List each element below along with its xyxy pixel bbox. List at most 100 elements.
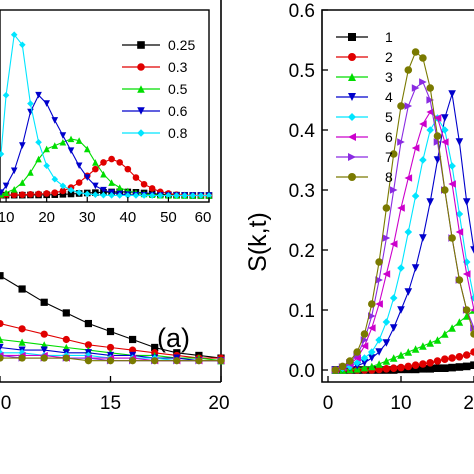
panel-b-point	[448, 234, 456, 242]
panel-b-point	[404, 228, 413, 236]
panel-b-y-tick-label: 0.0	[289, 361, 315, 382]
panel-b-point	[338, 362, 347, 371]
inset-point	[27, 169, 34, 176]
inset-point	[75, 189, 83, 196]
inset-point	[189, 192, 197, 199]
inset-point	[108, 155, 115, 163]
panel-b-point	[426, 126, 434, 134]
inset-legend-label-0.25: 0.25	[168, 37, 195, 53]
inset-x-tick-label: 30	[79, 209, 96, 226]
panel-a-point	[18, 325, 26, 333]
panel-b-legend-label-4: 4	[385, 89, 393, 105]
panel-b-point	[470, 348, 474, 356]
inset-point	[67, 190, 75, 198]
inset-legend-marker-0.25	[137, 41, 145, 49]
panel-b-point	[382, 339, 391, 347]
inset-point	[140, 180, 148, 188]
panel-b-point	[346, 357, 354, 365]
panel-a-point	[195, 357, 203, 365]
inset-point	[157, 192, 164, 199]
panel-b-point	[419, 120, 427, 128]
inset-point	[140, 192, 148, 199]
panel-b-y-tick-label: 0.6	[289, 1, 315, 22]
inset-point	[35, 190, 42, 198]
inset-point	[2, 182, 10, 190]
panel-b-point	[353, 354, 361, 362]
panel-b-point	[382, 318, 391, 326]
panel-b-legend-marker-8	[348, 173, 356, 181]
panel-b-point	[470, 330, 474, 338]
inset-point	[35, 138, 42, 146]
panel-b-legend-marker-3	[348, 73, 356, 81]
panel-b-point	[448, 363, 456, 372]
inset-point	[100, 186, 107, 194]
panel-b-legend-label-8: 8	[385, 169, 393, 185]
inset-point	[116, 159, 124, 166]
inset-point	[197, 192, 205, 199]
panel-b-legend-label-1: 1	[385, 29, 393, 45]
panel-b-point	[426, 84, 435, 92]
inset-point	[10, 31, 18, 39]
panel-a-point	[18, 285, 26, 293]
inset-point	[19, 191, 26, 198]
inset-point	[67, 186, 75, 194]
panel-a-point	[0, 335, 4, 344]
inset-point	[19, 179, 26, 186]
inset-point	[2, 91, 10, 99]
inset-point	[132, 192, 140, 199]
panel-b-y-tick-label: 0.5	[289, 61, 315, 82]
panel-a-point	[106, 343, 115, 352]
panel-b-point	[441, 355, 449, 364]
panel-a-point	[62, 335, 70, 344]
inset-point	[165, 192, 172, 199]
inset-point	[132, 174, 140, 181]
inset-point	[10, 167, 18, 175]
panel-b-point	[404, 174, 413, 182]
panel-b-y-tick-label: 0.3	[289, 181, 315, 202]
inset-plot-area	[0, 31, 213, 199]
panel-b-point	[375, 336, 383, 344]
panel-b-x-tick-label: 20	[463, 393, 474, 414]
panel-b-point	[433, 138, 442, 146]
panel-a-point	[84, 351, 92, 360]
panel-b-point	[455, 318, 464, 326]
panel-b-point	[448, 354, 456, 362]
panel-b-point	[462, 198, 471, 206]
panel-a-x-tick-label: 15	[100, 393, 121, 414]
panel-b-legend-label-6: 6	[385, 129, 393, 145]
panel-b-point	[353, 359, 361, 367]
panel-a-point	[62, 354, 70, 362]
panel-b-point	[470, 246, 474, 254]
panel-b-point	[441, 114, 449, 122]
inset-point	[0, 189, 5, 196]
panel-b-x-tick-label: 0	[323, 393, 334, 414]
panel-b-point	[397, 204, 405, 212]
panel-b-legend-marker-7	[348, 153, 356, 161]
inset-point	[19, 41, 26, 49]
inset-point	[51, 142, 59, 149]
panel-b-legend-label-2: 2	[385, 49, 393, 65]
panel-b-point	[462, 362, 471, 371]
panel-b-point	[411, 365, 420, 374]
panel-b-point	[411, 192, 420, 200]
panel-b-point	[419, 365, 427, 373]
panel-a-inset: 10 20 30 40 50 60 0.25 0.3 0.5 0.6 0.8	[0, 9, 213, 226]
panel-b-point	[448, 162, 456, 170]
panel-b-point	[448, 180, 456, 188]
panel-b-point	[470, 308, 474, 312]
panel-b-point	[375, 276, 383, 284]
inset-point	[124, 192, 132, 199]
panel-b-y-tick-label: 0.2	[289, 241, 315, 262]
inset-frame	[0, 9, 210, 203]
inset-legend-marker-0.3	[137, 63, 145, 71]
panel-a-point	[217, 357, 225, 365]
inset-point	[108, 179, 115, 186]
inset-point	[92, 182, 99, 190]
panel-a-point	[106, 357, 115, 365]
panel-b-point	[404, 288, 413, 296]
panel-b-point	[360, 354, 369, 362]
panel-b-point	[404, 66, 413, 74]
panel-b-point	[368, 362, 376, 371]
panel-b-point	[389, 294, 398, 302]
panel-b-y-tick-label: 0.4	[289, 121, 316, 142]
